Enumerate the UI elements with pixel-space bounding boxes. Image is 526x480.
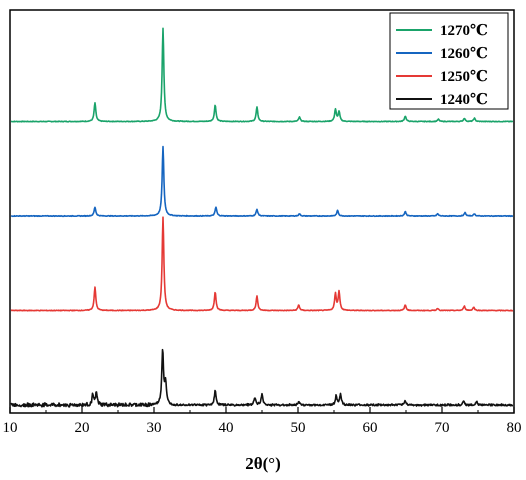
series-line — [10, 216, 514, 312]
x-tick-label: 80 — [507, 420, 522, 436]
legend-label: 1260℃ — [440, 46, 488, 62]
series-line — [10, 145, 514, 218]
legend-items: 1270℃ 1260℃ 1250℃ 1240℃ — [396, 23, 488, 108]
x-tick-label: 10 — [3, 420, 18, 436]
legend-label: 1250℃ — [440, 69, 488, 85]
legend-label: 1240℃ — [440, 92, 488, 108]
x-axis: 10 20 30 40 50 60 70 80 — [3, 407, 522, 436]
x-tick-label: 40 — [219, 420, 234, 436]
legend-label: 1270℃ — [440, 23, 488, 39]
x-tick-label: 20 — [75, 420, 90, 436]
series-layer — [10, 27, 514, 408]
x-tick-label: 50 — [291, 420, 306, 436]
legend: 1270℃ 1260℃ 1250℃ 1240℃ — [389, 12, 509, 110]
x-tick-label: 60 — [363, 420, 378, 436]
x-tick-label: 30 — [147, 420, 162, 436]
series-line — [10, 348, 514, 408]
x-tick-label: 70 — [435, 420, 450, 436]
series-line — [10, 27, 514, 123]
x-axis-title: 2θ(°) — [245, 454, 281, 473]
